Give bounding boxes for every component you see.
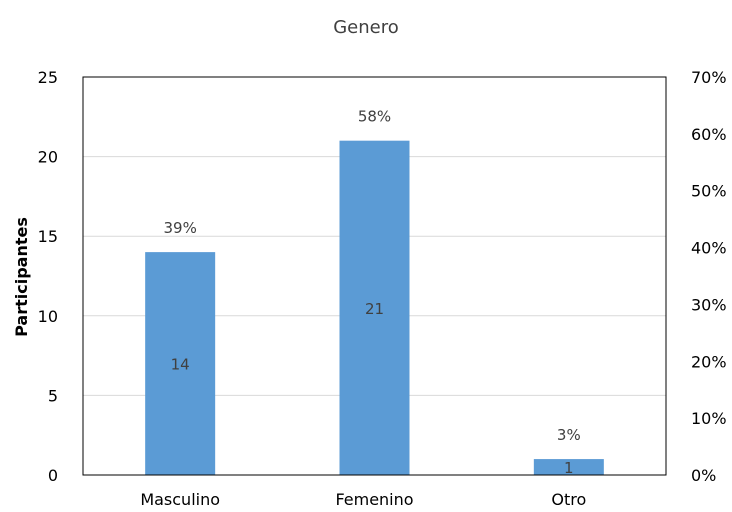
y-tick-label: 25 [38, 68, 58, 87]
percent-label: 39% [163, 219, 196, 237]
y-tick-label: 10 [38, 307, 58, 326]
percent-label: 58% [358, 108, 391, 126]
x-tick-label: Masculino [140, 490, 220, 509]
y-tick-label: 5 [48, 386, 58, 405]
x-tick-label: Otro [551, 490, 586, 509]
y-tick-label: 15 [38, 227, 58, 246]
value-label: 14 [171, 356, 190, 374]
y2-tick-label: 10% [691, 409, 727, 428]
y2-tick-label: 40% [691, 239, 727, 258]
bar-femenino [339, 140, 410, 475]
bars [145, 140, 604, 475]
bar-otro [533, 459, 604, 475]
value-label: 1 [564, 459, 574, 477]
value-label: 21 [365, 300, 384, 318]
plot-area-border [82, 76, 667, 476]
percent-label: 3% [557, 426, 581, 444]
y2-tick-label: 60% [691, 125, 727, 144]
x-tick-label: Femenino [335, 490, 413, 509]
y2-tick-label: 20% [691, 352, 727, 371]
chart-title: Genero [333, 17, 399, 38]
y2-tick-label: 30% [691, 295, 727, 314]
y-tick-label: 0 [48, 466, 58, 485]
y-tick-label: 20 [38, 148, 58, 167]
y2-tick-label: 50% [691, 182, 727, 201]
bar-masculino [145, 252, 216, 475]
y2-tick-label: 70% [691, 68, 727, 87]
y-axis-label: Participantes [12, 217, 31, 337]
data-labels: 39% 14 58% 21 3% 1 [163, 108, 580, 477]
y2-tick-label: 0% [691, 466, 716, 485]
axis-ticks: 0 5 10 15 20 25 0% 10% 20% 30% 40% 50% 60% 70% Masculi… [38, 68, 727, 509]
